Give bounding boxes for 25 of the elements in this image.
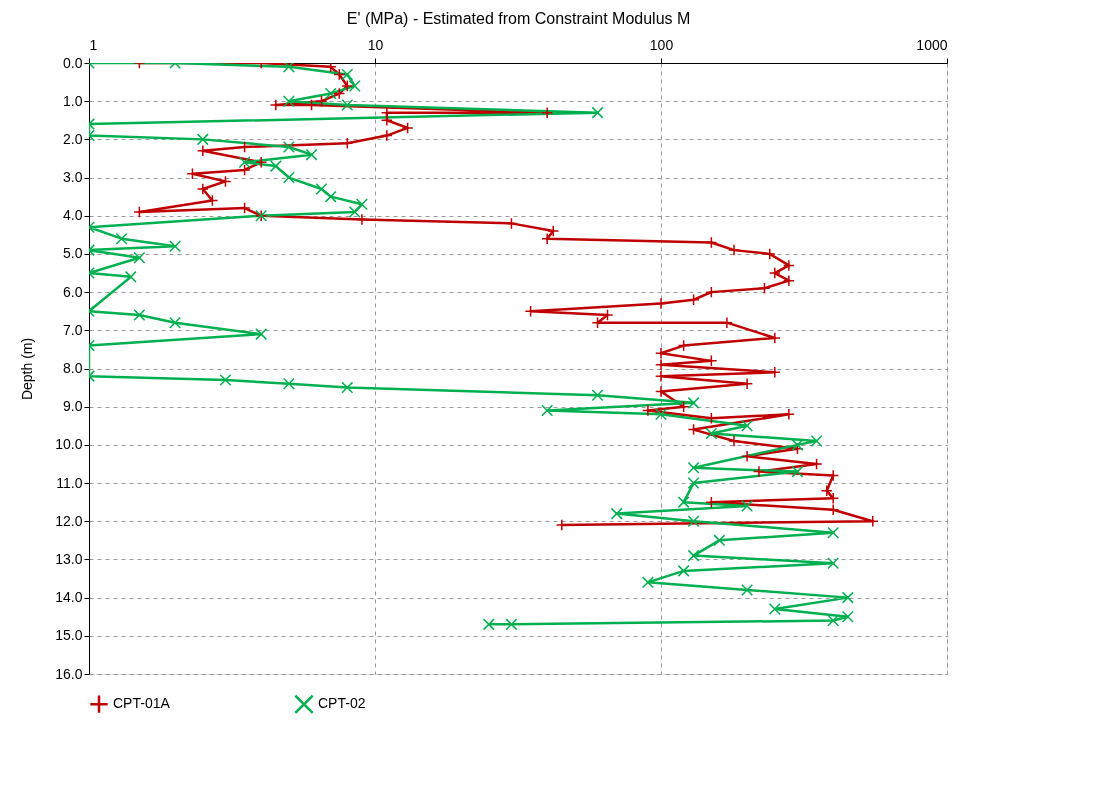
y-tick-label: 6.0 [63, 283, 83, 300]
y-tick-label: 11.0 [56, 474, 83, 491]
y-tick-label: 8.0 [63, 360, 83, 376]
y-tick-label: 14.0 [55, 589, 83, 606]
x-tick-label: 1 [89, 36, 98, 53]
legend-label: CPT-01A [113, 695, 171, 712]
x-axis-title: E' (MPa) - Estimated from Constraint Modulus M [346, 9, 691, 27]
y-tick-label: 15.0 [55, 627, 83, 644]
x-tick-label: 1000 [916, 36, 948, 53]
y-tick-label: 2.0 [63, 130, 83, 147]
x-tick-label: 10 [367, 36, 384, 53]
y-tick-label: 5.0 [63, 245, 83, 262]
y-tick-label: 10.0 [55, 436, 83, 453]
y-tick-label: 13.0 [55, 550, 83, 567]
y-tick-label: 4.0 [63, 207, 83, 224]
y-tick-label: 3.0 [63, 169, 83, 186]
y-axis-title: Depth (m) [19, 337, 36, 401]
y-tick-label: 16.0 [55, 665, 83, 682]
x-tick-label: 100 [649, 36, 674, 53]
y-tick-label: 0.0 [63, 54, 83, 71]
legend-label: CPT-02 [318, 695, 366, 712]
y-tick-label: 9.0 [63, 398, 83, 415]
y-tick-label: 12.0 [55, 512, 83, 529]
y-tick-label: 1.0 [63, 92, 83, 109]
y-tick-label: 7.0 [63, 321, 83, 338]
